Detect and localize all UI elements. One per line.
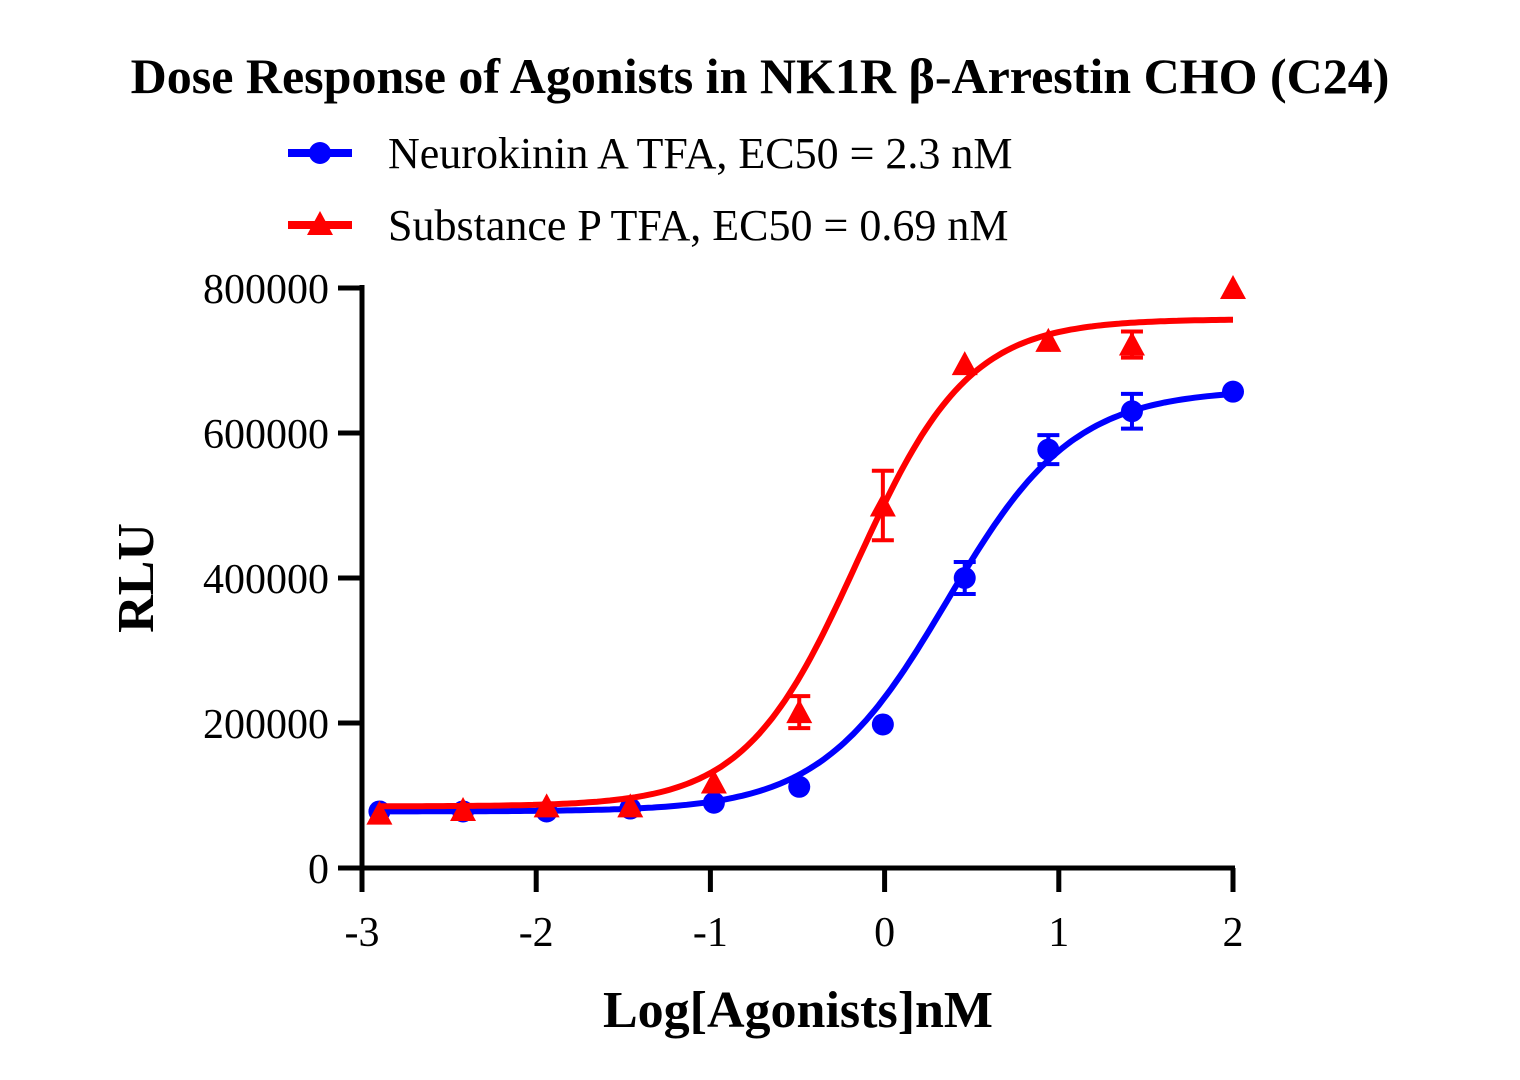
data-point-neurokinin-a [788, 775, 811, 798]
legend-marker-substance-p [307, 211, 333, 235]
x-axis-title: Log[Agonists]nM [603, 982, 993, 1039]
fit-curve-substance-p [379, 316, 1233, 810]
data-point-substance-p [700, 769, 727, 794]
data-point-substance-p [869, 492, 896, 517]
x-tick-label: -2 [519, 910, 554, 956]
data-point-substance-p [1220, 275, 1246, 299]
plot-area [366, 275, 1246, 825]
data-point-substance-p [617, 793, 644, 818]
data-point-substance-p [951, 351, 978, 376]
x-tick-label: 1 [1048, 910, 1069, 956]
x-tick-label: -3 [345, 910, 380, 956]
y-axis: 0 200000 400000 600000 800000 [203, 267, 365, 893]
x-tick-label: 0 [874, 910, 895, 956]
data-point-neurokinin-a [1120, 400, 1143, 423]
data-point-neurokinin-a [1222, 380, 1244, 403]
data-point-substance-p [786, 699, 813, 724]
data-point-neurokinin-a [702, 791, 725, 814]
y-tick-label: 400000 [203, 557, 329, 603]
y-tick-label: 0 [308, 847, 329, 893]
legend: Neurokinin A TFA, EC50 = 2.3 nM Substanc… [288, 129, 1013, 250]
fit-curve-neurokinin-a [379, 391, 1234, 815]
data-point-substance-p [1035, 327, 1062, 352]
data-point-substance-p [450, 797, 477, 821]
data-point-neurokinin-a [953, 567, 976, 589]
y-ticks: 0 200000 400000 600000 800000 [203, 267, 362, 893]
y-tick-label: 600000 [203, 412, 329, 458]
chart-title: Dose Response of Agonists in NK1R β-Arre… [131, 48, 1390, 104]
data-point-substance-p [366, 800, 393, 825]
x-axis: -3 -2 -1 0 1 2 [345, 865, 1244, 956]
legend-item-neurokinin-a: Neurokinin A TFA, EC50 = 2.3 nM [288, 129, 1013, 178]
y-tick-label: 800000 [203, 267, 329, 313]
x-tick-label: 2 [1223, 910, 1244, 956]
y-axis-title: RLU [108, 523, 165, 633]
data-point-neurokinin-a [871, 713, 894, 736]
legend-marker-neurokinin-a [309, 142, 331, 164]
x-ticks: -3 -2 -1 0 1 2 [345, 868, 1244, 956]
legend-item-substance-p: Substance P TFA, EC50 = 0.69 nM [288, 201, 1008, 250]
data-point-substance-p [533, 793, 560, 818]
data-point-neurokinin-a [1037, 438, 1060, 461]
legend-label-neurokinin-a: Neurokinin A TFA, EC50 = 2.3 nM [388, 129, 1013, 178]
x-tick-label: -1 [693, 910, 728, 956]
legend-label-substance-p: Substance P TFA, EC50 = 0.69 nM [388, 201, 1008, 250]
y-tick-label: 200000 [203, 702, 329, 748]
data-point-substance-p [1118, 331, 1145, 356]
